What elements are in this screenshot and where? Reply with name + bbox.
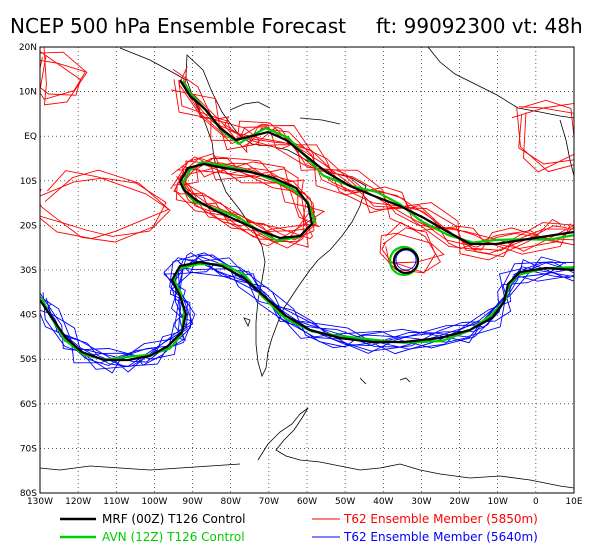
ensemble-5850-contour bbox=[171, 156, 314, 240]
legend-label-avn: AVN (12Z) T126 Control bbox=[102, 530, 245, 544]
lon-label: 20W bbox=[449, 497, 469, 507]
legend-label-ens5640: T62 Ensemble Member (5640m) bbox=[343, 530, 538, 544]
legend-item-avn: AVN (12Z) T126 Control bbox=[60, 530, 245, 544]
lat-label: 60S bbox=[20, 400, 37, 410]
ensemble-5640-contour bbox=[42, 257, 574, 360]
ensemble-5850-contour bbox=[40, 47, 88, 106]
legend-label-mrf: MRF (00Z) T126 Control bbox=[102, 512, 246, 526]
lon-label: 0 bbox=[533, 497, 539, 507]
lat-label: 20N bbox=[19, 43, 37, 53]
ensemble-5850-contour bbox=[40, 170, 170, 240]
legend-item-ens5850: T62 Ensemble Member (5850m) bbox=[312, 512, 538, 526]
ensemble-5850-contour bbox=[173, 79, 562, 261]
lat-label: 10S bbox=[20, 177, 37, 187]
ensemble-5850-contour bbox=[379, 227, 436, 274]
ensemble-5640-contour bbox=[40, 257, 571, 370]
lon-label: 100W bbox=[141, 497, 167, 507]
lon-label: 60W bbox=[297, 497, 317, 507]
map-title: NCEP 500 hPa Ensemble Forecast bbox=[10, 14, 347, 38]
lon-label: 80W bbox=[221, 497, 241, 507]
map-frame bbox=[39, 46, 575, 494]
avn-control-5850-loop bbox=[180, 161, 317, 243]
ensemble-5640-contour bbox=[45, 266, 574, 366]
mrf-control-5850-contour bbox=[179, 79, 574, 246]
mrf-control-5640-contour bbox=[40, 260, 574, 362]
lon-label: 10E bbox=[565, 497, 582, 507]
ensemble-5850-contour bbox=[40, 169, 171, 237]
legend-label-ens5850: T62 Ensemble Member (5850m) bbox=[343, 512, 538, 526]
legend: MRF (00Z) T126 Control AVN (12Z) T126 Co… bbox=[60, 512, 538, 544]
ensemble-5850-contour bbox=[190, 92, 574, 251]
lon-label: 110W bbox=[103, 497, 129, 507]
contour-layer bbox=[40, 47, 574, 489]
ensemble-5850-contour bbox=[173, 158, 308, 249]
ensemble-5850-contour bbox=[40, 55, 87, 100]
ensemble-5850-contour bbox=[381, 221, 442, 273]
lat-label: 10N bbox=[19, 88, 37, 98]
longitude-labels: 130W 120W 110W 100W 90W 80W 70W 60W 50W 40W 30W 20W… bbox=[27, 497, 583, 507]
legend-item-ens5640: T62 Ensemble Member (5640m) bbox=[312, 530, 538, 544]
ensemble-5640-contour bbox=[48, 252, 574, 373]
lon-label: 70W bbox=[259, 497, 279, 507]
legend-item-mrf: MRF (00Z) T126 Control bbox=[60, 512, 246, 526]
mrf-control-5850-loop bbox=[179, 162, 314, 240]
avn-control-5640-contour bbox=[40, 262, 574, 361]
forecast-time-label: ft: 99092300 vt: 48h bbox=[376, 14, 583, 38]
ensemble-5850-contour bbox=[184, 156, 326, 247]
ensemble-5850-contour bbox=[516, 99, 574, 173]
lon-label: 30W bbox=[411, 497, 431, 507]
lon-label: 120W bbox=[65, 497, 91, 507]
mrf-control-contours bbox=[40, 79, 574, 362]
lat-label: EQ bbox=[24, 132, 37, 142]
lat-label: 30S bbox=[20, 266, 37, 276]
lon-label: 130W bbox=[27, 497, 53, 507]
avn-control-contours bbox=[40, 80, 574, 361]
ensemble-5850-contour bbox=[511, 103, 574, 173]
lon-label: 40W bbox=[373, 497, 393, 507]
lat-label: 20S bbox=[20, 221, 37, 231]
map-grid bbox=[40, 47, 574, 493]
lat-label: 50S bbox=[20, 355, 37, 365]
ensemble-5850-contour bbox=[176, 161, 320, 238]
ensemble-5850-contour bbox=[178, 66, 572, 255]
lat-label: 80S bbox=[20, 489, 37, 499]
lat-label: 40S bbox=[20, 311, 37, 321]
latitude-labels: 20N 10N EQ 10S 20S 30S 40S 50S 60S 70S 80S bbox=[19, 43, 37, 499]
ensemble-5850-contour bbox=[518, 106, 574, 165]
lon-label: 90W bbox=[182, 497, 202, 507]
ensemble-5640-contour bbox=[40, 254, 567, 366]
lat-label: 70S bbox=[20, 444, 37, 454]
ensemble-5850-contour bbox=[381, 232, 445, 264]
ensemble-5850-contour bbox=[40, 177, 167, 243]
ensemble-5850-contour bbox=[178, 79, 567, 255]
mrf-control-closed-low bbox=[392, 247, 420, 275]
lon-label: 50W bbox=[335, 497, 355, 507]
title-bar: NCEP 500 hPa Ensemble Forecast ft: 99092… bbox=[0, 0, 600, 40]
lon-label: 10W bbox=[488, 497, 508, 507]
